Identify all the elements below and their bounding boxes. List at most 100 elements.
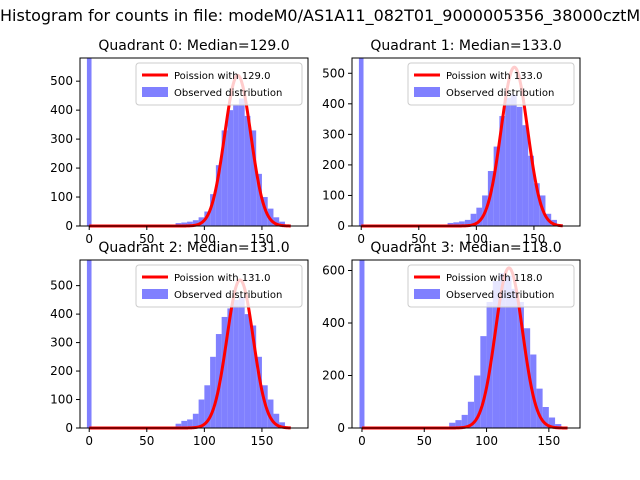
histogram-bar <box>273 413 280 428</box>
y-tick-label: 500 <box>322 66 345 80</box>
histogram-bar <box>187 221 193 226</box>
x-tick-label: 100 <box>193 232 216 246</box>
legend-box <box>135 62 303 106</box>
histogram-bar <box>250 130 257 226</box>
histogram-bar <box>499 116 506 226</box>
histogram-bar <box>528 155 534 226</box>
histogram-bar <box>523 328 531 428</box>
legend-observed-label: Observed distribution <box>446 290 554 301</box>
histogram-bar <box>279 422 285 428</box>
y-tick-label: 200 <box>322 369 345 383</box>
histogram-bar <box>536 388 543 429</box>
histogram-bar <box>256 356 262 428</box>
y-tick-label: 500 <box>50 74 73 88</box>
y-tick-label: 500 <box>50 279 73 293</box>
histogram-bar <box>192 220 199 226</box>
y-tick-label: 400 <box>322 97 345 111</box>
legend-observed-swatch <box>414 289 440 299</box>
histogram-bar <box>175 423 182 428</box>
histogram-bar <box>476 207 483 226</box>
legend-observed-label: Observed distribution <box>446 88 554 99</box>
x-tick-label: 150 <box>250 232 273 246</box>
x-tick-label: 150 <box>522 232 545 246</box>
histogram-bar <box>238 98 245 226</box>
legend-box <box>135 264 303 308</box>
histogram-bar <box>505 97 511 227</box>
x-tick-label: 100 <box>193 434 216 448</box>
histogram-bar <box>474 375 481 428</box>
histogram-bar <box>449 422 456 428</box>
histogram-bar <box>517 302 524 428</box>
histogram-bar <box>461 414 468 429</box>
histogram-bar <box>227 110 234 226</box>
histogram-bar <box>267 399 274 428</box>
histogram-bar <box>86 58 92 226</box>
histogram-bar <box>244 115 251 226</box>
histogram-bar <box>221 130 228 226</box>
histogram-bar <box>233 104 239 226</box>
histogram-bar <box>181 222 188 226</box>
histogram-bar <box>244 314 251 428</box>
x-tick-label: 100 <box>475 434 498 448</box>
histogram-bar <box>464 219 471 226</box>
subplot-title: Quadrant 0: Median=129.0 <box>98 38 289 54</box>
histogram-bar <box>548 417 556 428</box>
histogram-bar <box>204 385 211 428</box>
x-tick-label: 150 <box>250 434 273 448</box>
legend-observed-label: Observed distribution <box>174 290 282 301</box>
histogram-bar <box>555 424 562 428</box>
y-tick-label: 200 <box>50 161 73 175</box>
x-tick-label: 50 <box>411 232 426 246</box>
figure-title: Histogram for counts in file: modeM0/AS1… <box>0 6 640 25</box>
y-tick-label: 100 <box>322 188 345 202</box>
y-tick-label: 200 <box>50 364 73 378</box>
histogram-bar <box>238 297 245 428</box>
y-tick-label: 200 <box>322 158 345 172</box>
legend-poisson-label: Poission with 131.0 <box>174 273 270 284</box>
y-tick-label: 0 <box>337 421 345 435</box>
legend-poisson-label: Poission with 129.0 <box>174 71 270 82</box>
x-tick-label: 100 <box>465 232 488 246</box>
histogram-bar <box>510 94 517 227</box>
histogram-bar <box>459 221 465 226</box>
y-tick-label: 300 <box>322 127 345 141</box>
histogram-bar <box>227 308 234 428</box>
histogram-bar <box>198 399 205 428</box>
x-tick-label: 0 <box>358 434 366 448</box>
histogram-bar <box>533 183 540 226</box>
axes-frame <box>351 259 581 429</box>
y-tick-label: 300 <box>50 132 73 146</box>
histogram-bar <box>279 221 285 226</box>
axes-frame <box>79 57 309 227</box>
x-tick-label: 50 <box>417 434 432 448</box>
axes-frame <box>351 57 581 227</box>
y-tick-label: 100 <box>50 393 73 407</box>
x-tick-label: 0 <box>85 232 93 246</box>
histogram-bar <box>215 165 222 226</box>
y-tick-label: 100 <box>50 190 73 204</box>
histogram-bar <box>470 213 477 226</box>
quadrant-2-panel: 0 50 100 150 0 100 200 300 400 500 Quadrant 2: Med… <box>50 240 309 448</box>
subplot-title: Quadrant 1: Median=133.0 <box>370 38 561 54</box>
y-tick-label: 0 <box>337 219 345 233</box>
histogram-bar <box>233 299 239 428</box>
quadrant-1-panel: 0 50 100 150 0 100 200 300 400 500 Quadrant 1: Med… <box>322 38 581 246</box>
histogram-bar <box>250 325 257 428</box>
histogram-bar <box>492 281 500 428</box>
legend-box <box>407 264 575 308</box>
x-tick-label: 0 <box>357 232 365 246</box>
y-tick-label: 0 <box>65 421 73 435</box>
histogram-bar <box>192 413 199 428</box>
axes-frame <box>79 259 309 429</box>
legend-box <box>407 62 575 106</box>
legend-poisson-label: Poission with 118.0 <box>446 273 542 284</box>
legend-poisson-label: Poission with 133.0 <box>446 71 542 82</box>
histogram-bar <box>511 288 518 429</box>
y-tick-label: 600 <box>322 264 345 278</box>
y-tick-label: 400 <box>322 316 345 330</box>
histogram-bar <box>467 401 475 428</box>
x-tick-label: 50 <box>139 434 154 448</box>
histogram-bar <box>358 58 364 226</box>
histogram-bar <box>221 316 228 428</box>
